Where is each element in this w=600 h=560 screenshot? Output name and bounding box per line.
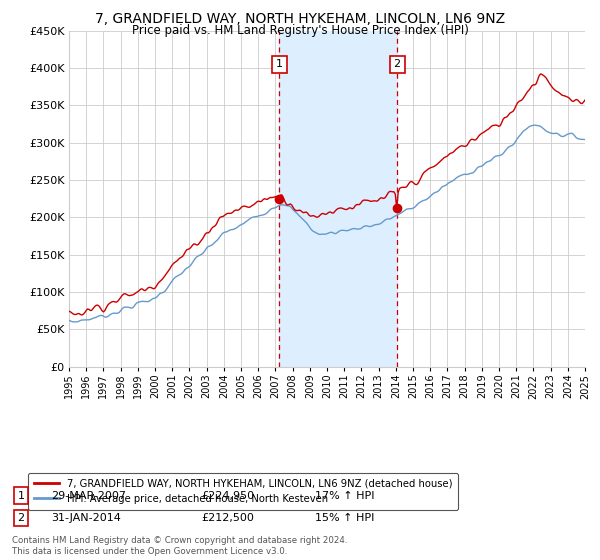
Text: 2: 2 bbox=[394, 59, 401, 69]
Bar bbox=[280, 31, 397, 367]
Text: 17% ↑ HPI: 17% ↑ HPI bbox=[315, 491, 374, 501]
Text: 1: 1 bbox=[17, 491, 25, 501]
Text: 31-JAN-2014: 31-JAN-2014 bbox=[51, 513, 121, 523]
Text: Contains HM Land Registry data © Crown copyright and database right 2024.
This d: Contains HM Land Registry data © Crown c… bbox=[12, 536, 347, 556]
Text: £224,950: £224,950 bbox=[201, 491, 254, 501]
Text: 7, GRANDFIELD WAY, NORTH HYKEHAM, LINCOLN, LN6 9NZ: 7, GRANDFIELD WAY, NORTH HYKEHAM, LINCOL… bbox=[95, 12, 505, 26]
Text: 15% ↑ HPI: 15% ↑ HPI bbox=[315, 513, 374, 523]
Text: £212,500: £212,500 bbox=[201, 513, 254, 523]
Legend: 7, GRANDFIELD WAY, NORTH HYKEHAM, LINCOLN, LN6 9NZ (detached house), HPI: Averag: 7, GRANDFIELD WAY, NORTH HYKEHAM, LINCOL… bbox=[28, 473, 458, 510]
Text: 2: 2 bbox=[17, 513, 25, 523]
Text: Price paid vs. HM Land Registry's House Price Index (HPI): Price paid vs. HM Land Registry's House … bbox=[131, 24, 469, 37]
Text: 29-MAR-2007: 29-MAR-2007 bbox=[51, 491, 126, 501]
Text: 1: 1 bbox=[276, 59, 283, 69]
